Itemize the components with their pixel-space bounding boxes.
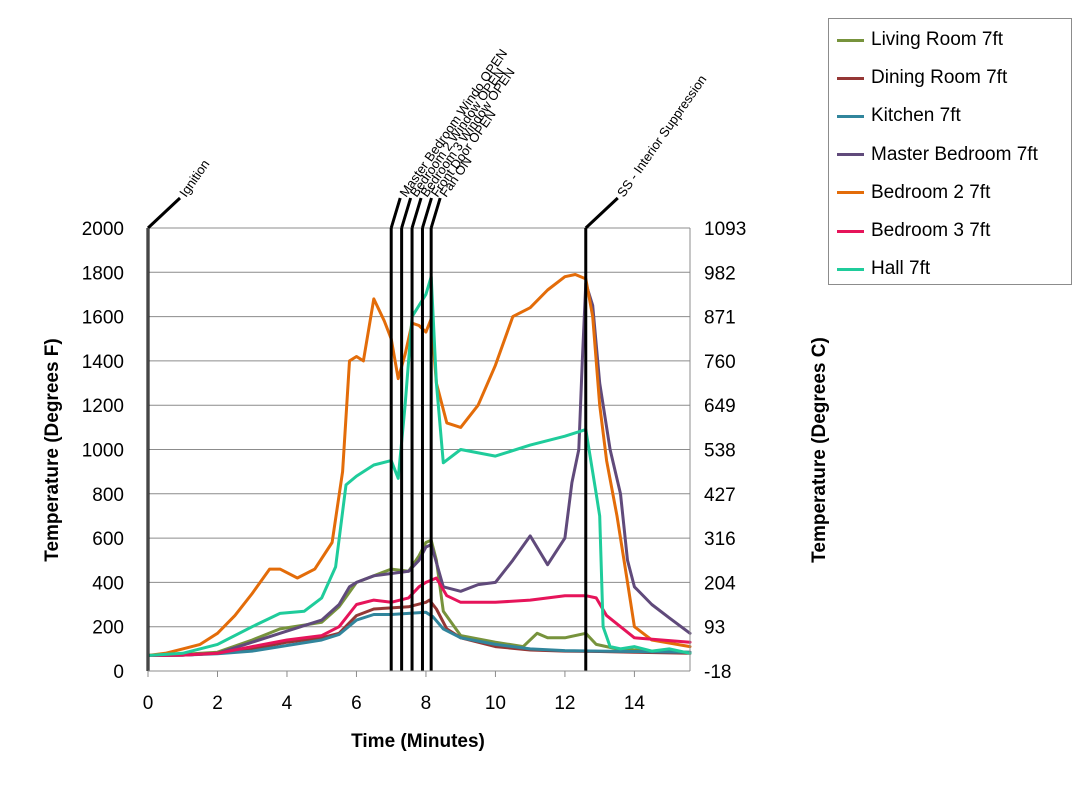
y-tick-label: 400	[92, 573, 124, 594]
event-leader	[421, 197, 433, 229]
event-leader	[410, 197, 423, 229]
legend: Living Room 7ft Dining Room 7ft Kitchen 7f…	[828, 18, 1072, 285]
legend-swatch	[837, 38, 864, 42]
legend-item: Dining Room 7ft	[837, 63, 1007, 93]
legend-label: Master Bedroom 7ft	[871, 143, 1038, 165]
legend-swatch	[837, 153, 864, 157]
legend-item: Bedroom 2 7ft	[837, 178, 990, 208]
tick-labels: 0 2 4 6 8 10 12 14 0 200 400 600 800 1000 1200 1400 1600…	[82, 219, 747, 714]
event-leader	[584, 196, 619, 230]
y-tick-label: 1000	[82, 441, 124, 462]
y2-tick-label: 871	[704, 308, 736, 329]
legend-label: Bedroom 3 7ft	[871, 220, 991, 241]
legend-label: Hall 7ft	[871, 258, 931, 280]
legend-swatch	[837, 191, 864, 195]
y-tick-label: 2000	[82, 219, 124, 240]
x-tick-label: 4	[282, 693, 293, 714]
series-line	[146, 273, 692, 657]
y-tick-label: 600	[92, 529, 124, 550]
legend-swatch	[837, 267, 864, 271]
axes	[147, 228, 691, 677]
x-tick-label: 10	[485, 693, 506, 714]
series-line	[146, 281, 692, 657]
event-leader	[400, 197, 413, 229]
y-tick-label: 1800	[82, 263, 124, 284]
legend-item: Bedroom 3 7ft	[837, 216, 990, 246]
y2-tick-label: 427	[704, 485, 736, 506]
legend-swatch	[837, 229, 864, 233]
series-line	[146, 275, 692, 657]
legend-item: Living Room 7ft	[837, 25, 1003, 55]
series-lines	[146, 273, 692, 657]
y-tick-label: 1600	[82, 308, 124, 329]
y2-axis-title: Temperature (Degrees C)	[809, 337, 830, 563]
gridlines	[148, 227, 690, 628]
y2-tick-label: 760	[704, 352, 736, 373]
x-tick-label: 6	[351, 693, 362, 714]
legend-label: Living Room 7ft	[871, 29, 1004, 50]
legend-item: Master Bedroom 7ft	[837, 140, 1038, 170]
x-axis-title: Time (Minutes)	[351, 731, 485, 752]
legend-label: Bedroom 2 7ft	[871, 181, 991, 203]
legend-label: Kitchen 7ft	[871, 105, 961, 127]
event-leader	[146, 196, 182, 230]
y-tick-label: 1200	[82, 396, 124, 417]
legend-swatch	[837, 114, 864, 118]
y2-tick-label: -18	[704, 662, 731, 683]
y2-tick-label: 982	[704, 263, 736, 284]
x-tick-label: 2	[212, 693, 223, 714]
y2-tick-label: 1093	[704, 219, 746, 240]
series-line	[146, 610, 692, 657]
y2-tick-label: 538	[704, 441, 736, 462]
y-tick-label: 1400	[82, 352, 124, 373]
x-tick-label: 12	[554, 693, 575, 714]
x-tick-label: 8	[421, 693, 432, 714]
y-tick-label: 800	[92, 485, 124, 506]
event-leader	[389, 197, 402, 229]
event-label: Bedroom 3 Window OPEN	[417, 65, 518, 200]
x-tick-label: 14	[624, 693, 646, 714]
y2-tick-label: 204	[704, 573, 736, 594]
legend-swatch	[837, 76, 864, 80]
event-label: Ignition	[176, 157, 212, 200]
y-axis-title: Temperature (Degrees F)	[42, 338, 63, 562]
event-label: SS - Interior Suppression	[614, 72, 710, 200]
legend-item: Kitchen 7ft	[837, 101, 961, 131]
event-leader	[429, 197, 442, 229]
y2-tick-label: 93	[704, 618, 725, 639]
y-tick-label: 0	[113, 662, 124, 683]
y-tick-label: 200	[92, 618, 124, 639]
legend-label: Dining Room 7ft	[871, 67, 1008, 89]
legend-item: Hall 7ft	[837, 254, 930, 284]
y2-tick-label: 316	[704, 529, 736, 550]
x-tick-label: 0	[143, 693, 154, 714]
y2-tick-label: 649	[704, 396, 736, 417]
